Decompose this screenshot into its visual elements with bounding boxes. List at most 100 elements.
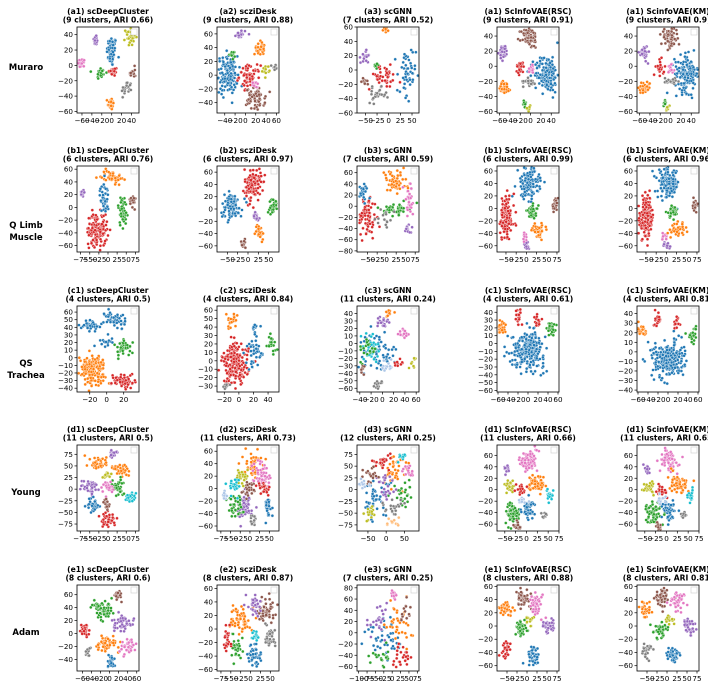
data-point xyxy=(363,207,367,212)
data-point xyxy=(555,201,559,205)
data-point xyxy=(525,31,530,35)
data-point xyxy=(670,195,675,199)
data-point xyxy=(90,208,94,212)
data-point xyxy=(386,352,390,357)
data-point xyxy=(254,343,259,347)
panel-title: (11 clusters, ARI 0.24) xyxy=(340,295,436,304)
data-point xyxy=(520,360,524,364)
data-point xyxy=(685,63,689,67)
data-point xyxy=(662,242,666,246)
data-point xyxy=(500,196,504,201)
data-point xyxy=(271,207,275,212)
data-point xyxy=(113,182,117,187)
data-point xyxy=(681,72,685,76)
data-point xyxy=(540,317,544,321)
data-point xyxy=(367,196,372,200)
y-tick-label: −60 xyxy=(58,107,74,116)
data-point xyxy=(649,227,653,231)
data-point xyxy=(269,336,273,341)
y-tick-label: 10 xyxy=(204,348,214,357)
data-point xyxy=(103,209,108,213)
y-tick-label: −20 xyxy=(618,216,634,225)
y-tick-label: −40 xyxy=(478,92,494,101)
y-tick-label: −50 xyxy=(478,378,494,387)
data-point xyxy=(380,92,384,97)
data-point xyxy=(504,194,508,198)
data-point xyxy=(542,180,547,184)
data-point xyxy=(691,86,695,90)
data-point xyxy=(403,329,407,333)
data-point xyxy=(543,335,547,339)
data-point xyxy=(250,95,254,99)
data-point xyxy=(360,217,364,222)
data-point xyxy=(228,66,232,70)
data-point xyxy=(642,46,647,50)
data-point xyxy=(82,64,86,68)
data-point xyxy=(402,332,406,336)
data-point xyxy=(533,221,537,226)
y-tick-label: 40 xyxy=(484,179,494,188)
x-tick-label: 40 xyxy=(400,395,410,404)
data-point xyxy=(377,359,382,363)
data-point xyxy=(647,189,652,193)
data-point xyxy=(671,173,675,177)
data-point xyxy=(380,379,384,384)
data-point xyxy=(130,205,135,210)
data-point xyxy=(551,88,555,92)
data-point xyxy=(528,325,532,330)
data-point xyxy=(94,238,99,242)
data-point xyxy=(518,38,522,43)
data-point xyxy=(224,368,228,373)
panel-title: (9 clusters, ARI 0.66) xyxy=(63,16,153,25)
data-point xyxy=(540,83,545,88)
data-point xyxy=(512,192,516,196)
data-point xyxy=(382,330,387,334)
data-point xyxy=(531,326,536,330)
data-point xyxy=(523,357,527,361)
data-point xyxy=(256,107,260,112)
data-point xyxy=(375,77,380,82)
data-point xyxy=(671,77,675,82)
data-point xyxy=(98,248,102,252)
data-point xyxy=(541,355,545,360)
data-point xyxy=(533,62,538,67)
data-point xyxy=(533,230,537,234)
legend-box xyxy=(690,28,698,36)
x-tick-label: −40 xyxy=(217,116,233,125)
data-point xyxy=(503,224,507,229)
y-tick-label: 40 xyxy=(64,30,74,39)
y-tick-label: 40 xyxy=(204,323,214,332)
y-tick-label: 40 xyxy=(344,37,354,46)
data-point xyxy=(233,211,237,216)
y-tick-label: −60 xyxy=(338,109,354,118)
data-point xyxy=(87,373,92,377)
data-point xyxy=(90,364,94,368)
x-tick-label: 20 xyxy=(251,116,261,125)
data-point xyxy=(685,72,689,76)
data-point xyxy=(539,373,543,377)
data-point xyxy=(387,311,392,315)
data-point xyxy=(264,67,268,71)
data-point xyxy=(231,88,236,92)
data-point xyxy=(77,323,81,327)
data-point xyxy=(232,199,236,204)
data-point xyxy=(513,358,517,362)
data-point xyxy=(122,38,127,42)
data-point xyxy=(538,176,542,180)
data-point xyxy=(662,27,666,31)
data-point xyxy=(637,50,641,54)
data-point xyxy=(256,45,260,49)
data-point xyxy=(689,60,693,64)
data-point xyxy=(663,64,667,69)
data-point xyxy=(536,233,541,237)
data-point xyxy=(538,357,542,361)
data-point xyxy=(251,81,255,85)
data-point xyxy=(117,183,121,187)
data-point xyxy=(85,326,90,330)
data-point xyxy=(529,82,533,86)
data-point xyxy=(385,84,389,89)
data-point xyxy=(102,174,107,178)
data-point xyxy=(548,61,552,65)
data-point xyxy=(689,93,693,97)
data-point xyxy=(119,319,123,323)
